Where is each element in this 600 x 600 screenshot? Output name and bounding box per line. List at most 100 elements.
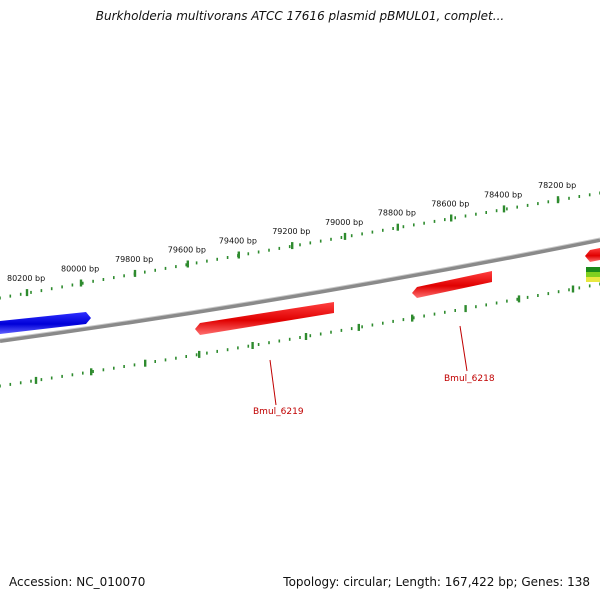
outer-major-tick: [450, 214, 453, 222]
outer-major-tick: [502, 205, 506, 213]
inner-minor-tick: [568, 288, 570, 292]
inner-major-tick: [34, 376, 38, 384]
outer-scale-ring: [0, 191, 600, 300]
scale-label: 80000 bp: [61, 265, 99, 274]
scale-label: 78400 bp: [484, 190, 522, 199]
accession-text: Accession: NC_010070: [9, 575, 146, 589]
inner-major-tick: [571, 285, 575, 293]
outer-minor-tick: [330, 237, 332, 241]
outer-minor-tick: [92, 279, 94, 283]
inner-major-tick: [304, 333, 308, 340]
outer-minor-tick: [433, 219, 436, 223]
inner-minor-tick: [547, 292, 550, 296]
outer-minor-tick: [0, 296, 1, 300]
inner-minor-tick: [413, 316, 415, 320]
outer-minor-tick: [361, 232, 363, 236]
inner-major-ticks: [34, 285, 575, 384]
inner-minor-tick: [82, 371, 84, 375]
inner-minor-tick: [123, 365, 125, 368]
outer-minor-tick: [226, 256, 229, 259]
inner-minor-tick: [50, 376, 53, 380]
inner-major-tick: [411, 314, 414, 322]
scale-label: 80200 bp: [7, 274, 45, 283]
gene-edge-red[interactable]: [585, 248, 600, 262]
inner-minor-tick: [92, 370, 94, 373]
inner-minor-tick: [175, 356, 177, 360]
inner-minor-tick: [247, 344, 250, 348]
outer-minor-tick: [516, 205, 518, 209]
inner-minor-tick: [195, 353, 198, 357]
scale-labels: 80200 bp 80000 bp 79800 bp 79600 bp 79400 bp…: [7, 181, 576, 283]
scale-label: 79800 bp: [115, 255, 153, 264]
outer-minor-tick: [82, 281, 84, 285]
outer-minor-tick: [257, 250, 260, 254]
outer-minor-tick: [319, 239, 322, 243]
inner-minor-tick: [19, 381, 22, 385]
outer-minor-tick: [444, 218, 446, 222]
inner-minor-tick: [154, 360, 156, 363]
outer-minor-tick: [392, 227, 394, 230]
outer-minor-tick: [154, 268, 156, 272]
scale-label: 79600 bp: [168, 246, 206, 255]
inner-minor-tick: [526, 295, 529, 299]
outer-minor-tick: [288, 245, 291, 249]
inner-minor-tick: [288, 337, 291, 341]
outer-minor-tick: [454, 216, 456, 220]
inner-minor-tick: [268, 341, 270, 345]
outer-minor-tick: [144, 270, 146, 274]
inner-major-tick: [198, 350, 201, 358]
scale-label: 79200 bp: [272, 227, 310, 236]
scale-label: 78800 bp: [378, 209, 416, 218]
outer-minor-tick: [30, 290, 32, 294]
inner-minor-tick: [0, 384, 1, 388]
inner-scale-ring: [0, 282, 600, 388]
inner-major-tick: [90, 368, 93, 376]
outer-minor-tick: [537, 202, 539, 206]
outer-minor-tick: [268, 248, 270, 252]
outer-minor-tick: [578, 195, 581, 198]
outer-minor-tick: [61, 285, 63, 289]
inner-minor-tick: [226, 348, 229, 352]
inner-minor-tick: [133, 363, 136, 367]
gene-bmul-6219[interactable]: [195, 302, 334, 335]
inner-minor-tick: [330, 330, 332, 334]
outer-minor-tick: [413, 223, 415, 227]
outer-minor-tick: [526, 203, 529, 207]
gene-label-bmul-6218[interactable]: Bmul_6218: [444, 374, 495, 384]
gene-edge-multicolor[interactable]: [586, 267, 600, 282]
inner-minor-tick: [206, 351, 208, 355]
gene-blue[interactable]: [0, 312, 91, 334]
inner-minor-tick: [113, 366, 115, 370]
inner-minor-tick: [537, 294, 539, 297]
outer-major-tick: [237, 251, 240, 259]
leader-bmul-6218: [459, 325, 468, 372]
inner-minor-tick: [164, 358, 167, 362]
inner-minor-tick: [516, 297, 518, 301]
inner-minor-tick: [557, 290, 560, 294]
outer-major-tick: [25, 289, 29, 297]
inner-minor-tick: [309, 334, 312, 338]
outer-minor-tick: [495, 209, 498, 213]
inner-minor-tick: [350, 327, 353, 331]
outer-major-tick: [186, 260, 189, 268]
outer-major-tick: [343, 232, 347, 240]
inner-minor-tick: [392, 319, 394, 323]
inner-minor-tick: [495, 301, 498, 305]
outer-minor-tick: [123, 274, 125, 278]
outer-minor-tick: [278, 246, 281, 250]
outer-minor-tick: [350, 234, 353, 238]
outer-minor-tick: [485, 211, 487, 214]
outer-minor-tick: [247, 252, 250, 256]
outer-minor-tick: [402, 225, 405, 229]
plasmid-backbone: [0, 238, 600, 343]
inner-minor-tick: [485, 303, 487, 307]
inner-minor-tick: [506, 299, 508, 303]
scale-label: 78200 bp: [538, 181, 576, 190]
outer-minor-tick: [423, 221, 425, 225]
gene-label-bmul-6219[interactable]: Bmul_6219: [253, 407, 304, 417]
inner-minor-tick: [216, 349, 218, 353]
outer-minor-tick: [195, 261, 198, 265]
inner-minor-tick: [185, 355, 187, 358]
gene-bmul-6218[interactable]: [412, 271, 492, 298]
